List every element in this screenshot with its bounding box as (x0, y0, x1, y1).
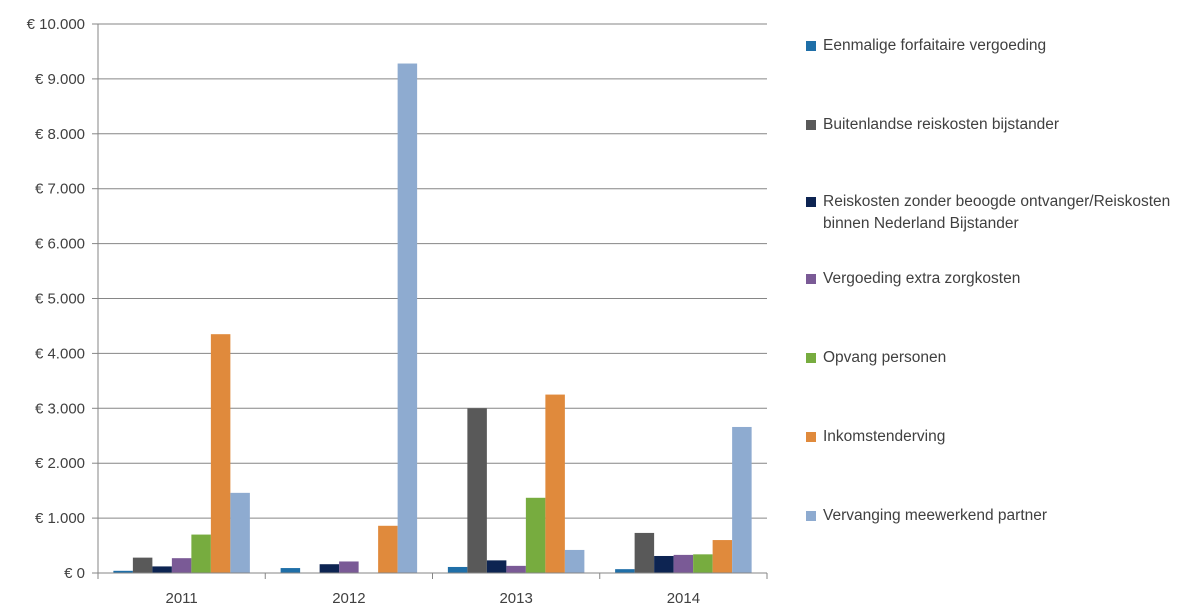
bar (506, 565, 526, 573)
bar (397, 63, 418, 573)
bar (280, 568, 301, 573)
gridlines (98, 23, 767, 519)
legend-item: Opvang personen (806, 347, 1181, 369)
legend-label: Vervanging meewerkend partner (823, 507, 1048, 524)
bar (615, 569, 635, 573)
axes (92, 23, 768, 579)
bar (545, 394, 565, 573)
x-tick-label: 2012 (332, 590, 365, 607)
legend-label: Eenmalige forfaitaire vergoeding (823, 37, 1047, 54)
legend: Eenmalige forfaitaire vergoeding Buitenla… (806, 0, 1181, 608)
legend-swatch (806, 432, 816, 442)
bar-chart: € 0 € 1.000 € 2.000 € 3.000 € 4.000 € 5.000 € … (27, 16, 768, 607)
legend-label: Opvang personen (823, 349, 947, 366)
legend-label: Vergoeding extra zorgkosten (823, 270, 1021, 287)
y-tick-label: € 6.000 (35, 236, 85, 253)
bars-group (113, 63, 752, 573)
y-tick-label: € 1.000 (35, 510, 85, 527)
legend-swatch (806, 274, 816, 284)
bar (486, 560, 507, 573)
legend-swatch (806, 197, 816, 207)
bar (525, 497, 546, 573)
legend-label: Inkomstenderving (823, 428, 946, 445)
legend-item: Reiskosten zonder beoogde ontvanger/Reis… (806, 191, 1181, 235)
bar (378, 525, 398, 573)
legend-item: Inkomstenderving (806, 426, 1181, 448)
bar (634, 532, 655, 573)
legend-item: Vergoeding extra zorgkosten (806, 268, 1181, 290)
bar (132, 557, 153, 573)
legend-label: Reiskosten zonder beoogde ontvanger/Reis… (823, 193, 1171, 232)
bar (654, 555, 674, 573)
legend-item: Eenmalige forfaitaire vergoeding (806, 35, 1181, 57)
bar (447, 566, 468, 573)
legend-swatch (806, 511, 816, 521)
tick-labels: € 0 € 1.000 € 2.000 € 3.000 € 4.000 € 5.000 € … (27, 16, 700, 607)
y-tick-label: € 7.000 (35, 181, 85, 198)
bar (113, 570, 133, 573)
x-tick-label: 2011 (165, 590, 197, 607)
y-tick-label: € 9.000 (35, 71, 85, 88)
bar (467, 408, 487, 573)
bar (210, 334, 231, 573)
bar (230, 492, 250, 573)
bar (171, 558, 192, 573)
legend-item: Buitenlandse reiskosten bijstander (806, 114, 1181, 136)
x-tick-label: 2014 (667, 590, 700, 607)
bar (319, 564, 340, 573)
y-tick-label: € 8.000 (35, 126, 85, 143)
y-tick-label: € 4.000 (35, 345, 85, 362)
y-tick-label: € 0 (64, 565, 85, 582)
bar (712, 540, 733, 573)
y-tick-label: € 2.000 (35, 455, 85, 472)
y-tick-label: € 10.000 (27, 16, 85, 33)
bar (339, 561, 359, 573)
bar (693, 554, 713, 573)
legend-swatch (806, 41, 816, 51)
bar (564, 549, 585, 573)
legend-swatch (806, 353, 816, 363)
bar (673, 554, 694, 573)
y-tick-label: € 3.000 (35, 400, 85, 417)
legend-swatch (806, 120, 816, 130)
y-tick-label: € 5.000 (35, 291, 85, 308)
bar (152, 566, 172, 573)
bar (191, 534, 211, 573)
bar (732, 426, 752, 573)
x-tick-label: 2013 (499, 590, 532, 607)
legend-item: Vervanging meewerkend partner (806, 505, 1181, 527)
legend-label: Buitenlandse reiskosten bijstander (823, 116, 1060, 133)
